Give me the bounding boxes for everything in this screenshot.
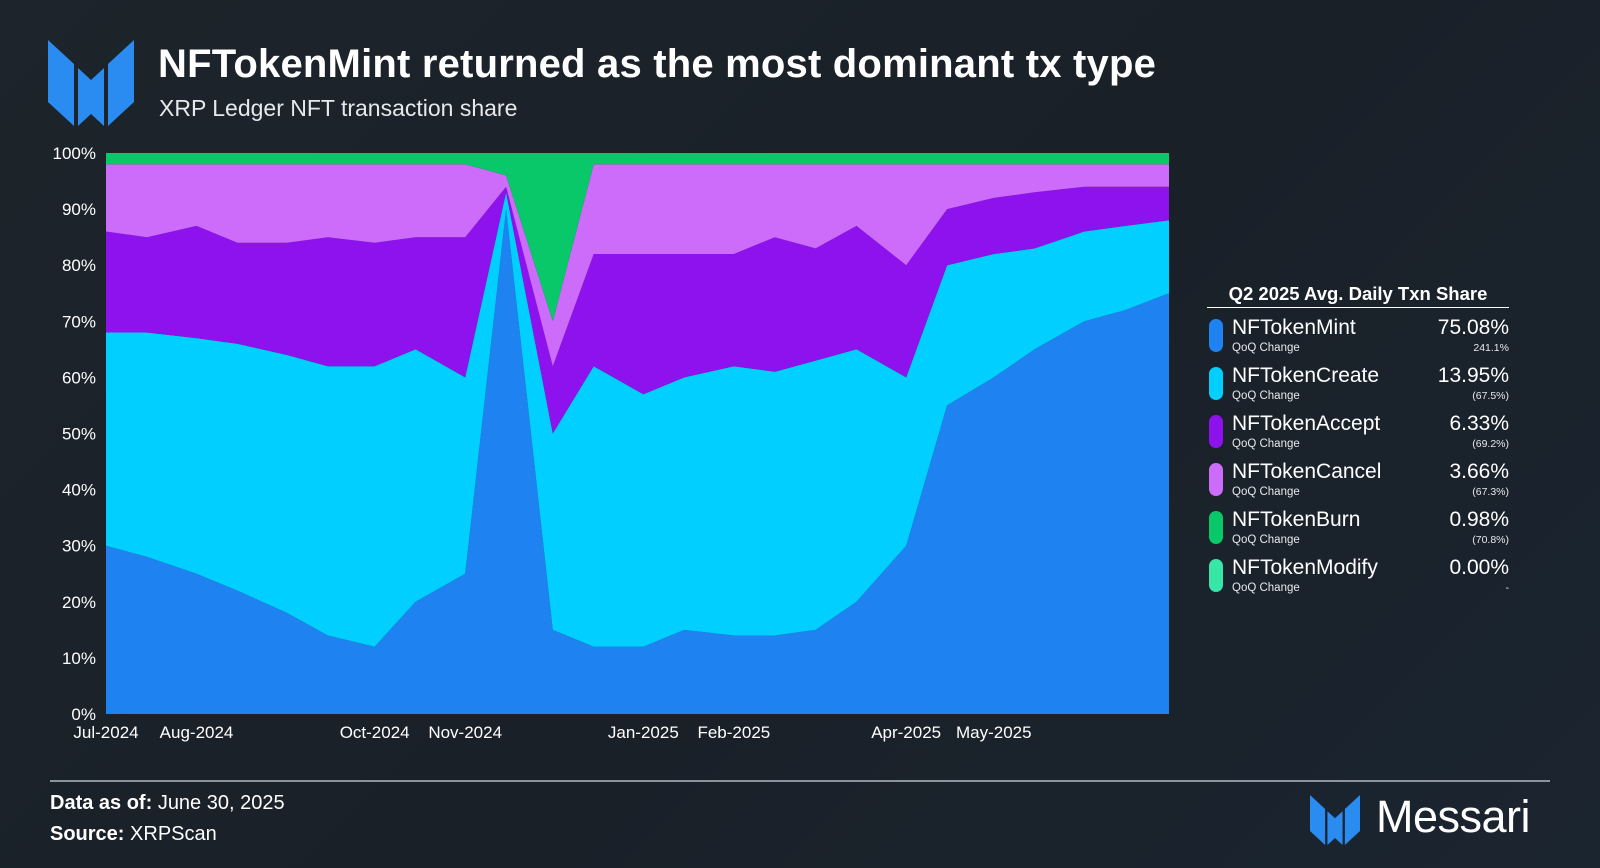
legend-swatch	[1209, 511, 1223, 544]
legend-item-change: (67.3%)	[1472, 486, 1509, 498]
legend-item-change: (69.2%)	[1472, 438, 1509, 450]
y-tick-label: 30%	[62, 537, 96, 556]
legend-item-name: NFTokenCancel	[1232, 460, 1382, 483]
data-as-of-value: June 30, 2025	[157, 792, 285, 814]
legend-item-name: NFTokenCreate	[1232, 364, 1380, 387]
y-tick-label: 0%	[71, 705, 96, 724]
area-nftokenaccept	[106, 186, 1169, 434]
legend-item-change: (70.8%)	[1472, 534, 1509, 546]
legend-item-sub: QoQ Change	[1232, 534, 1300, 546]
legend-item-change: 241.1%	[1473, 342, 1509, 354]
legend-item-sub: QoQ Change	[1232, 486, 1300, 498]
legend-item-sub: QoQ Change	[1232, 582, 1300, 594]
legend-swatch	[1209, 463, 1223, 496]
legend-item-change: -	[1505, 582, 1510, 594]
legend-item-value: 0.98%	[1449, 508, 1509, 531]
legend-swatch	[1209, 415, 1223, 448]
legend-panel: Q2 2025 Avg. Daily Txn Share NFTokenMint…	[1207, 283, 1509, 604]
y-tick-label: 50%	[62, 425, 96, 444]
legend-list: NFTokenMint QoQ Change 75.08% 241.1% NFT…	[1207, 316, 1509, 604]
source-value: XRPScan	[130, 823, 217, 845]
area-nftokencancel	[106, 164, 1169, 367]
legend-item-change: (67.5%)	[1472, 390, 1509, 402]
x-tick-label: Apr-2025	[871, 723, 941, 742]
legend-item-sub: QoQ Change	[1232, 438, 1300, 450]
source: Source: XRPScan	[50, 823, 217, 846]
x-tick-label: Jul-2024	[73, 723, 138, 742]
y-tick-label: 100%	[53, 144, 96, 163]
messari-brand-icon	[1310, 795, 1360, 845]
source-label: Source:	[50, 823, 125, 845]
x-tick-label: Nov-2024	[428, 723, 502, 742]
area-nftokenmint	[106, 209, 1169, 714]
y-tick-label: 40%	[62, 481, 96, 500]
legend-item-name: NFTokenMint	[1232, 316, 1356, 339]
brand-name: Messari	[1376, 791, 1531, 842]
area-nftokencreate	[106, 192, 1169, 647]
legend-item-value: 3.66%	[1449, 460, 1509, 483]
legend-item-name: NFTokenModify	[1232, 556, 1378, 579]
legend-item-name: NFTokenBurn	[1232, 508, 1361, 531]
legend-item-nftokencreate: NFTokenCreate QoQ Change 13.95% (67.5%)	[1207, 364, 1509, 412]
y-tick-label: 20%	[62, 593, 96, 612]
y-tick-label: 90%	[62, 200, 96, 219]
chart-title: NFTokenMint returned as the most dominan…	[158, 42, 1157, 86]
x-tick-label: Feb-2025	[697, 723, 770, 742]
y-tick-label: 10%	[62, 649, 96, 668]
legend-item-value: 75.08%	[1437, 316, 1509, 339]
x-tick-label: May-2025	[956, 723, 1032, 742]
x-tick-label: Jan-2025	[608, 723, 679, 742]
legend-item-nftokenmint: NFTokenMint QoQ Change 75.08% 241.1%	[1207, 316, 1509, 364]
legend-item-name: NFTokenAccept	[1232, 412, 1381, 435]
legend-swatch	[1209, 559, 1223, 592]
footer-divider	[50, 780, 1550, 782]
legend-swatch	[1209, 319, 1223, 352]
legend-item-nftokenburn: NFTokenBurn QoQ Change 0.98% (70.8%)	[1207, 508, 1509, 556]
chart-subtitle: XRP Ledger NFT transaction share	[159, 95, 518, 121]
brand-wordmark: Messari	[1310, 791, 1550, 845]
legend-title: Q2 2025 Avg. Daily Txn Share	[1207, 283, 1509, 308]
y-tick-label: 70%	[62, 312, 96, 331]
legend-item-sub: QoQ Change	[1232, 390, 1300, 402]
legend-item-nftokenmodify: NFTokenModify QoQ Change 0.00% -	[1207, 556, 1509, 604]
legend-item-value: 13.95%	[1437, 364, 1509, 387]
legend-item-nftokencancel: NFTokenCancel QoQ Change 3.66% (67.3%)	[1207, 460, 1509, 508]
legend-swatch	[1209, 367, 1223, 400]
legend-item-sub: QoQ Change	[1232, 342, 1300, 354]
x-tick-label: Oct-2024	[340, 723, 410, 742]
legend-item-nftokenaccept: NFTokenAccept QoQ Change 6.33% (69.2%)	[1207, 412, 1509, 460]
y-tick-label: 60%	[62, 368, 96, 387]
data-as-of: Data as of: June 30, 2025	[50, 792, 285, 815]
data-as-of-label: Data as of:	[50, 792, 153, 814]
messari-logo-icon	[48, 40, 134, 126]
legend-item-value: 6.33%	[1449, 412, 1509, 435]
legend-item-value: 0.00%	[1449, 556, 1509, 579]
y-tick-label: 80%	[62, 256, 96, 275]
x-tick-label: Aug-2024	[160, 723, 234, 742]
